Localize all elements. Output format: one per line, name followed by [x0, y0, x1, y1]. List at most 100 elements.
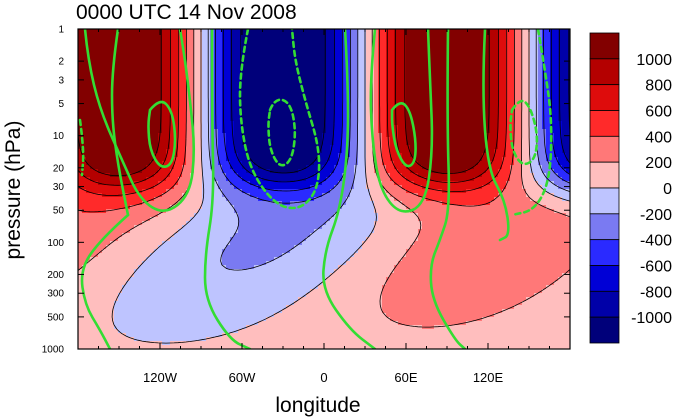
heat-cell: [462, 141, 467, 146]
heat-cell: [138, 113, 143, 118]
heat-cell: [286, 113, 291, 118]
heat-cell: [126, 41, 131, 46]
heat-cell: [302, 29, 307, 34]
heat-cell: [374, 41, 379, 46]
heat-cell: [286, 149, 291, 154]
heat-cell: [174, 173, 179, 178]
heat-cell: [78, 153, 83, 158]
heat-cell: [274, 141, 279, 146]
heat-cell: [498, 153, 503, 158]
heat-cell: [506, 49, 511, 54]
heat-cell: [226, 125, 231, 130]
heat-cell: [230, 141, 235, 146]
heat-cell: [402, 57, 407, 62]
heat-cell: [410, 57, 415, 62]
heat-cell: [518, 97, 523, 102]
heat-cell: [302, 53, 307, 58]
heat-cell: [362, 189, 367, 194]
heat-cell: [90, 37, 95, 42]
heat-cell: [274, 73, 279, 78]
heat-cell: [466, 101, 471, 106]
heat-cell: [342, 133, 347, 138]
heat-cell: [270, 37, 275, 42]
heat-cell: [378, 53, 383, 58]
heat-cell: [550, 85, 555, 90]
heat-cell: [198, 129, 203, 134]
heat-cell: [398, 117, 403, 122]
heat-cell: [146, 189, 151, 194]
heat-cell: [350, 101, 355, 106]
heat-cell: [202, 41, 207, 46]
heat-cell: [550, 117, 555, 122]
heat-cell: [558, 89, 563, 94]
heat-cell: [442, 89, 447, 94]
heat-cell: [114, 97, 119, 102]
heat-cell: [562, 161, 567, 166]
heat-cell: [150, 37, 155, 42]
heat-cell: [550, 77, 555, 82]
heat-cell: [138, 49, 143, 54]
heat-cell: [146, 57, 151, 62]
heat-cell: [214, 181, 219, 186]
heat-cell: [402, 165, 407, 170]
heat-cell: [442, 81, 447, 86]
heat-cell: [370, 169, 375, 174]
heat-cell: [502, 169, 507, 174]
heat-cell: [202, 85, 207, 90]
heat-cell: [238, 57, 243, 62]
heat-cell: [294, 129, 299, 134]
heat-cell: [430, 93, 435, 98]
heat-cell: [226, 97, 231, 102]
heat-cell: [290, 173, 295, 178]
heat-cell: [318, 141, 323, 146]
heat-cell: [442, 109, 447, 114]
heat-cell: [158, 113, 163, 118]
heat-cell: [186, 133, 191, 138]
heat-cell: [258, 97, 263, 102]
heat-cell: [186, 137, 191, 142]
heat-cell: [350, 189, 355, 194]
heat-cell: [202, 189, 207, 194]
heat-cell: [162, 169, 167, 174]
heat-cell: [106, 65, 111, 70]
heat-cell: [418, 33, 423, 38]
heat-cell: [178, 129, 183, 134]
heat-cell: [526, 149, 531, 154]
heat-cell: [166, 53, 171, 58]
heat-cell: [494, 165, 499, 170]
heat-cell: [206, 149, 211, 154]
heat-cell: [338, 153, 343, 158]
heat-cell: [322, 101, 327, 106]
heat-cell: [118, 61, 123, 66]
heat-cell: [194, 37, 199, 42]
heat-cell: [130, 169, 135, 174]
heat-cell: [418, 97, 423, 102]
heat-cell: [422, 97, 427, 102]
heat-cell: [214, 45, 219, 50]
heat-cell: [282, 161, 287, 166]
heat-cell: [478, 129, 483, 134]
heat-cell: [354, 77, 359, 82]
heat-cell: [386, 109, 391, 114]
heat-cell: [266, 181, 271, 186]
heat-cell: [178, 65, 183, 70]
heat-cell: [326, 185, 331, 190]
heat-cell: [338, 133, 343, 138]
heat-cell: [394, 57, 399, 62]
heat-cell: [434, 37, 439, 42]
heat-cell: [262, 185, 267, 190]
heat-cell: [302, 85, 307, 90]
heat-cell: [186, 165, 191, 170]
heat-cell: [214, 109, 219, 114]
heat-cell: [398, 185, 403, 190]
heat-cell: [546, 185, 551, 190]
heat-cell: [394, 49, 399, 54]
heat-cell: [306, 89, 311, 94]
heat-cell: [102, 121, 107, 126]
heat-cell: [170, 125, 175, 130]
heat-cell: [562, 77, 567, 82]
heat-cell: [546, 57, 551, 62]
heat-cell: [502, 137, 507, 142]
heat-cell: [250, 109, 255, 114]
heat-cell: [438, 53, 443, 58]
